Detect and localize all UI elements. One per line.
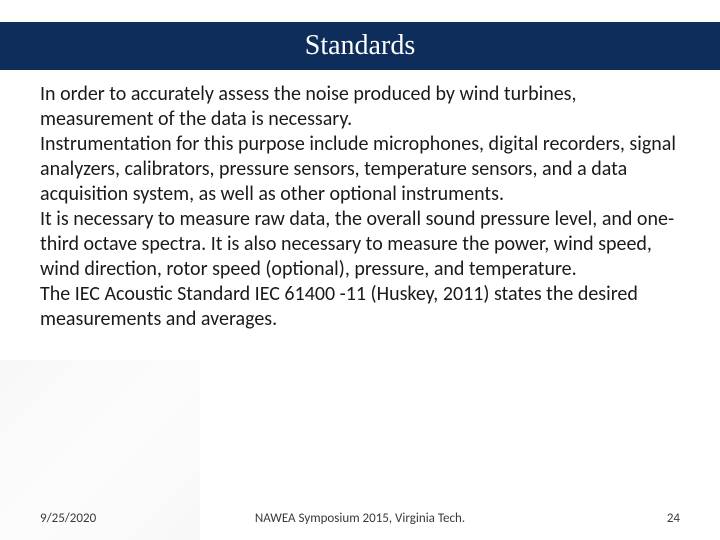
slide-title: Standards: [0, 30, 720, 62]
body-text: In order to accurately assess the noise …: [40, 82, 680, 332]
header-bar: Standards: [0, 22, 720, 70]
top-strip: [0, 0, 720, 22]
footer-date: 9/25/2020: [40, 511, 96, 526]
footer-center: NAWEA Symposium 2015, Virginia Tech.: [255, 511, 465, 526]
footer-page-number: 24: [667, 511, 680, 526]
content-area: In order to accurately assess the noise …: [0, 70, 720, 332]
footer: 9/25/2020 NAWEA Symposium 2015, Virginia…: [0, 511, 720, 526]
